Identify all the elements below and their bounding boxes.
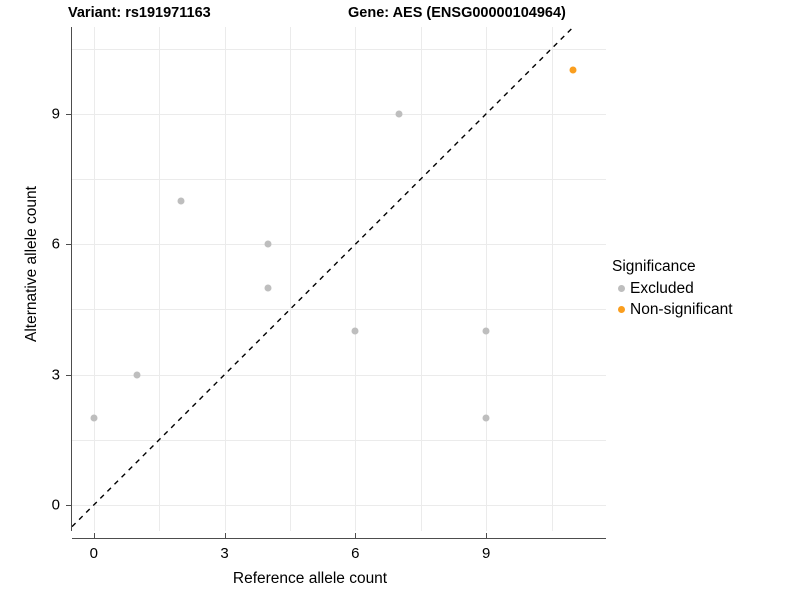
data-points-layer: [72, 27, 606, 531]
data-point: [90, 414, 98, 422]
gridline-x: [93, 27, 95, 531]
gridline-x: [159, 27, 161, 531]
legend-swatch: [612, 285, 630, 292]
x-tick-label: 6: [351, 545, 360, 562]
gridline-y: [72, 504, 606, 506]
y-axis-line: [71, 27, 72, 531]
gridline-x: [289, 27, 291, 531]
data-point: [177, 197, 185, 205]
y-tick: [66, 113, 71, 115]
identity-line: [71, 26, 574, 528]
legend-item-non-significant: Non-significant: [612, 299, 733, 320]
variant-title: Variant: rs191971163: [68, 5, 211, 21]
gridline-x: [486, 27, 488, 531]
legend-dot-icon: [617, 306, 625, 313]
y-tick: [66, 374, 71, 376]
legend-swatch: [612, 306, 630, 313]
legend-item-excluded: Excluded: [612, 278, 733, 299]
legend-title: Significance: [612, 258, 696, 275]
data-point: [351, 327, 359, 335]
plot-panel: [71, 26, 606, 531]
y-tick-label: 3: [51, 366, 60, 384]
legend-item-label: Excluded: [630, 279, 694, 297]
data-point: [264, 240, 272, 248]
x-axis-line: [72, 538, 606, 539]
y-tick: [66, 504, 71, 506]
gridline-y: [72, 113, 606, 115]
gridline-x: [420, 27, 422, 531]
gridline-x: [551, 27, 553, 531]
data-point: [264, 284, 272, 292]
x-tick: [486, 533, 488, 538]
data-point: [569, 66, 577, 74]
gridline-y: [72, 48, 606, 50]
gridline-y: [72, 309, 606, 311]
data-point: [395, 110, 403, 118]
y-tick: [66, 244, 71, 246]
x-tick: [355, 533, 357, 538]
y-tick-label: 6: [51, 235, 60, 253]
x-tick-label: 3: [220, 545, 229, 562]
gridline-y: [72, 179, 606, 181]
data-point: [482, 327, 490, 335]
legend: Significance Excluded Non-significant: [612, 258, 733, 320]
x-tick-label: 9: [481, 545, 491, 562]
y-axis-label: Alternative allele count: [23, 186, 40, 342]
x-axis-label: Reference allele count: [232, 570, 388, 587]
diagonal-reference-line: [71, 26, 574, 528]
gridline-x: [355, 27, 357, 531]
legend-items: Excluded Non-significant: [612, 278, 733, 320]
grid-lines: [72, 27, 606, 531]
gridline-y: [72, 244, 606, 246]
legend-item-label: Non-significant: [630, 300, 733, 318]
data-point: [482, 414, 490, 422]
gridline-x: [224, 27, 226, 531]
data-point: [133, 371, 141, 379]
x-tick-label: 0: [89, 545, 98, 562]
gridline-y: [72, 374, 606, 376]
y-tick-label: 9: [51, 105, 60, 123]
x-tick: [93, 533, 95, 538]
gridline-y: [72, 439, 606, 441]
y-tick-label: 0: [51, 496, 60, 514]
x-tick: [224, 533, 226, 538]
gene-title: Gene: AES (ENSG00000104964): [348, 5, 566, 21]
legend-dot-icon: [617, 285, 625, 292]
